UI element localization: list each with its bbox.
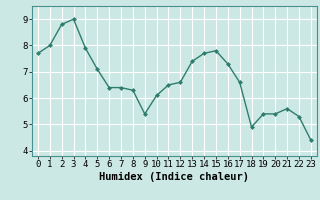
X-axis label: Humidex (Indice chaleur): Humidex (Indice chaleur)	[100, 172, 249, 182]
